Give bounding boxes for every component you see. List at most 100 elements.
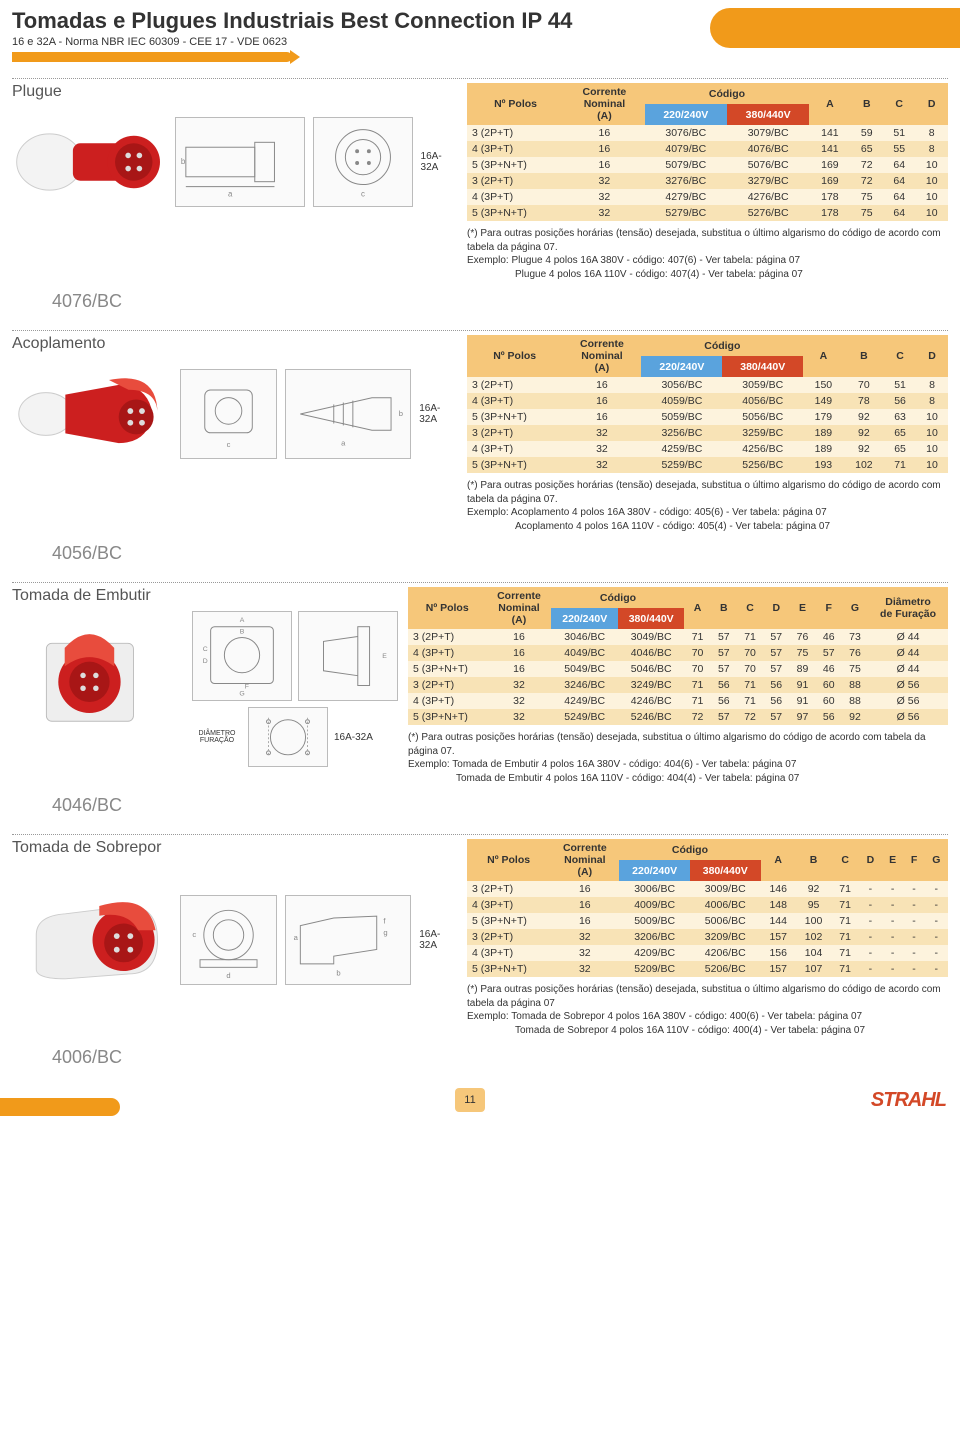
table-row: 5 (3P+N+T)165009/BC5006/BC14410071---- <box>467 913 948 929</box>
th-A: A <box>809 83 850 125</box>
svg-text:f: f <box>384 917 387 926</box>
table-row: 3 (2P+T)163056/BC3059/BC15070518 <box>467 377 948 393</box>
orange-accent-bar <box>12 52 292 62</box>
section-label-plugue: Plugue <box>12 83 457 101</box>
table-row: 4 (3P+T)324259/BC4256/BC189926510 <box>467 441 948 457</box>
svg-text:b: b <box>399 409 403 418</box>
table-row: 5 (3P+N+T)325259/BC5256/BC1931027110 <box>467 457 948 473</box>
acoplamento-tbody: 3 (2P+T)163056/BC3059/BC150705184 (3P+T)… <box>467 377 948 473</box>
divider <box>12 582 948 583</box>
sobrepor-code: 4006/BC <box>52 1047 948 1068</box>
plugue-note: (*) Para outras posições horárias (tensã… <box>467 227 948 281</box>
table-row: 4 (3P+T)324279/BC4276/BC178756410 <box>467 189 948 205</box>
section-sobrepor: Tomada de Sobrepor dc bagf 16A-32A Nº Po… <box>0 824 960 1076</box>
acoplamento-drawing-side: ab <box>285 369 411 459</box>
svg-text:c: c <box>192 930 196 939</box>
svg-text:a: a <box>228 189 233 198</box>
th-B: B <box>851 83 883 125</box>
divider <box>12 78 948 79</box>
section-label-sobrepor: Tomada de Sobrepor <box>12 839 457 857</box>
svg-text:F: F <box>245 683 249 690</box>
svg-text:g: g <box>384 928 388 937</box>
svg-text:b: b <box>336 968 340 977</box>
embutir-photo <box>12 625 177 735</box>
sobrepor-drawing-front: dc <box>180 895 277 985</box>
embutir-tbody: 3 (2P+T)163046/BC3049/BC71577157764673Ø … <box>408 629 948 725</box>
section-label-acoplamento: Acoplamento <box>12 335 457 353</box>
svg-text:c: c <box>227 440 231 449</box>
sobrepor-note: (*) Para outras posições horárias (tensã… <box>467 983 948 1037</box>
plugue-drawing-front: c <box>313 117 413 207</box>
brand-logo: STRAHL <box>871 1089 946 1112</box>
th-D: D <box>915 83 948 125</box>
acoplamento-drawing-front: c <box>180 369 277 459</box>
plugue-code: 4076/BC <box>52 291 948 312</box>
table-row: 4 (3P+T)164009/BC4006/BC1489571---- <box>467 897 948 913</box>
header-subtitle: 16 e 32A - Norma NBR IEC 60309 - CEE 17 … <box>12 36 948 48</box>
embutir-note: (*) Para outras posições horárias (tensã… <box>408 731 948 785</box>
page-number: 11 <box>455 1088 485 1112</box>
th-corrente: CorrenteNominal(A) <box>564 83 645 125</box>
amp-label: 16A-32A <box>419 929 457 951</box>
embutir-drawing-holes <box>248 707 328 767</box>
embutir-code: 4046/BC <box>52 795 948 816</box>
plugue-drawing-side: ab <box>175 117 305 207</box>
svg-text:C: C <box>203 646 208 653</box>
table-row: 3 (2P+T)323276/BC3279/BC169726410 <box>467 173 948 189</box>
th-polos: Nº Polos <box>467 83 564 125</box>
th-codigo: Código <box>645 83 810 104</box>
svg-text:A: A <box>240 617 245 624</box>
table-row: 3 (2P+T)163046/BC3049/BC71577157764673Ø … <box>408 629 948 645</box>
embutir-table: Nº Polos CorrenteNominal(A) Código A B C… <box>408 587 948 725</box>
table-row: 4 (3P+T)324209/BC4206/BC15610471---- <box>467 945 948 961</box>
svg-text:B: B <box>240 628 245 635</box>
table-row: 5 (3P+N+T)325209/BC5206/BC15710771---- <box>467 961 948 977</box>
header-title: Tomadas e Plugues Industriais Best Conne… <box>12 8 948 34</box>
page-header: Tomadas e Plugues Industriais Best Conne… <box>0 0 960 68</box>
table-row: 3 (2P+T)323256/BC3259/BC189926510 <box>467 425 948 441</box>
svg-text:G: G <box>239 690 244 697</box>
diametro-furacao-label: DIÂMETRO FURAÇÃO <box>192 730 242 744</box>
svg-text:E: E <box>382 653 387 660</box>
table-row: 5 (3P+N+T)165079/BC5076/BC169726410 <box>467 157 948 173</box>
svg-text:c: c <box>361 189 365 198</box>
divider <box>12 834 948 835</box>
section-label-embutir: Tomada de Embutir <box>12 587 182 605</box>
embutir-drawing-front: AB CD GF <box>192 611 292 701</box>
table-row: 4 (3P+T)164049/BC4046/BC70577057755776Ø … <box>408 645 948 661</box>
svg-text:b: b <box>180 157 185 166</box>
amp-label: 16A-32A <box>421 151 457 173</box>
table-row: 5 (3P+N+T)165059/BC5056/BC179926310 <box>467 409 948 425</box>
svg-text:D: D <box>203 658 208 665</box>
table-row: 3 (2P+T)323246/BC3249/BC71567156916088Ø … <box>408 677 948 693</box>
table-row: 4 (3P+T)164059/BC4056/BC14978568 <box>467 393 948 409</box>
th-220: 220/240V <box>645 104 727 125</box>
table-row: 5 (3P+N+T)325249/BC5246/BC72577257975692… <box>408 709 948 725</box>
section-embutir: Tomada de Embutir AB CD GF E DIÂMETRO FURA… <box>0 572 960 824</box>
plugue-photo <box>12 107 167 217</box>
th-380: 380/440V <box>727 104 809 125</box>
table-row: 4 (3P+T)324249/BC4246/BC71567156916088Ø … <box>408 693 948 709</box>
table-row: 5 (3P+N+T)325279/BC5276/BC178756410 <box>467 205 948 221</box>
svg-text:d: d <box>226 971 230 980</box>
table-row: 3 (2P+T)323206/BC3209/BC15710271---- <box>467 929 948 945</box>
sobrepor-table: Nº Polos CorrenteNominal(A) Código A B C… <box>467 839 948 977</box>
amp-label: 16A-32A <box>419 403 457 425</box>
acoplamento-table: Nº Polos CorrenteNominal(A) Código A B C… <box>467 335 948 473</box>
table-row: 3 (2P+T)163006/BC3009/BC1469271---- <box>467 881 948 897</box>
acoplamento-note: (*) Para outras posições horárias (tensã… <box>467 479 948 533</box>
svg-text:a: a <box>341 439 346 448</box>
plugue-tbody: 3 (2P+T)163076/BC3079/BC141595184 (3P+T)… <box>467 125 948 221</box>
divider <box>12 330 948 331</box>
sobrepor-drawing-side: b a gf <box>285 895 411 985</box>
table-row: 3 (2P+T)163076/BC3079/BC14159518 <box>467 125 948 141</box>
table-row: 4 (3P+T)164079/BC4076/BC14165558 <box>467 141 948 157</box>
acoplamento-code: 4056/BC <box>52 543 948 564</box>
acoplamento-photo <box>12 359 172 469</box>
sobrepor-tbody: 3 (2P+T)163006/BC3009/BC1469271----4 (3P… <box>467 881 948 977</box>
amp-label: 16A-32A <box>334 732 373 743</box>
sobrepor-photo <box>12 885 172 995</box>
section-plugue: Plugue ab c 16A-32A Nº Polos Cor <box>0 68 960 320</box>
table-row: 5 (3P+N+T)165049/BC5046/BC70577057894675… <box>408 661 948 677</box>
svg-text:a: a <box>294 933 299 942</box>
